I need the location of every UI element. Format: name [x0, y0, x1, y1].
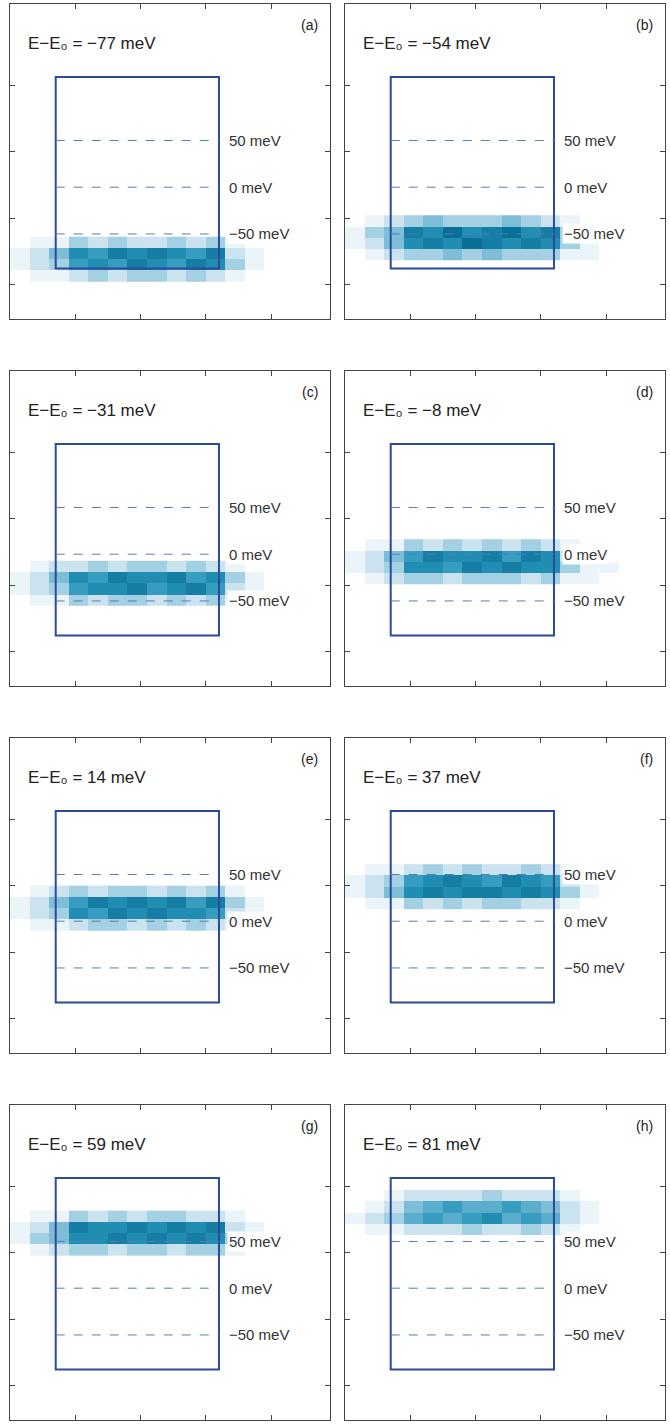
svg-text:(g): (g)	[301, 1118, 318, 1134]
svg-text:(a): (a)	[301, 17, 318, 33]
svg-text:50 meV: 50 meV	[229, 1233, 281, 1250]
svg-text:50 meV: 50 meV	[564, 866, 616, 883]
svg-text:−50 meV: −50 meV	[229, 225, 289, 242]
svg-text:50 meV: 50 meV	[229, 132, 281, 149]
svg-text:50 meV: 50 meV	[564, 1233, 616, 1250]
svg-text:0 meV: 0 meV	[564, 179, 607, 196]
svg-text:50 meV: 50 meV	[564, 499, 616, 516]
svg-text:−50 meV: −50 meV	[564, 959, 624, 976]
svg-text:(b): (b)	[636, 17, 653, 33]
svg-text:E−E₀ = 14 meV: E−E₀ = 14 meV	[28, 768, 146, 787]
svg-text:0 meV: 0 meV	[564, 1280, 607, 1297]
svg-text:(d): (d)	[636, 384, 653, 400]
svg-text:−50 meV: −50 meV	[229, 592, 289, 609]
svg-text:E−E₀ = −31 meV: E−E₀ = −31 meV	[28, 401, 156, 420]
svg-text:E−E₀ = 81 meV: E−E₀ = 81 meV	[363, 1135, 481, 1154]
svg-text:−50 meV: −50 meV	[229, 1326, 289, 1343]
svg-text:(c): (c)	[302, 384, 318, 400]
svg-text:E−E₀ = 59 meV: E−E₀ = 59 meV	[28, 1135, 146, 1154]
svg-text:(h): (h)	[636, 1118, 653, 1134]
svg-text:0 meV: 0 meV	[564, 913, 607, 930]
svg-text:E−E₀ = −54 meV: E−E₀ = −54 meV	[363, 34, 491, 53]
svg-text:E−E₀ = 37 meV: E−E₀ = 37 meV	[363, 768, 481, 787]
svg-text:50 meV: 50 meV	[229, 866, 281, 883]
svg-text:E−E₀ = −77 meV: E−E₀ = −77 meV	[28, 34, 156, 53]
svg-text:−50 meV: −50 meV	[564, 1326, 624, 1343]
svg-text:50 meV: 50 meV	[564, 132, 616, 149]
svg-text:E−E₀ = −8 meV: E−E₀ = −8 meV	[363, 401, 482, 420]
svg-text:0 meV: 0 meV	[229, 179, 272, 196]
svg-text:50 meV: 50 meV	[229, 499, 281, 516]
svg-text:−50 meV: −50 meV	[564, 225, 624, 242]
svg-text:0 meV: 0 meV	[564, 546, 607, 563]
svg-text:(f): (f)	[640, 751, 653, 767]
svg-text:(e): (e)	[301, 751, 318, 767]
svg-text:−50 meV: −50 meV	[229, 959, 289, 976]
svg-text:0 meV: 0 meV	[229, 546, 272, 563]
svg-text:0 meV: 0 meV	[229, 1280, 272, 1297]
svg-text:0 meV: 0 meV	[229, 913, 272, 930]
svg-text:−50 meV: −50 meV	[564, 592, 624, 609]
